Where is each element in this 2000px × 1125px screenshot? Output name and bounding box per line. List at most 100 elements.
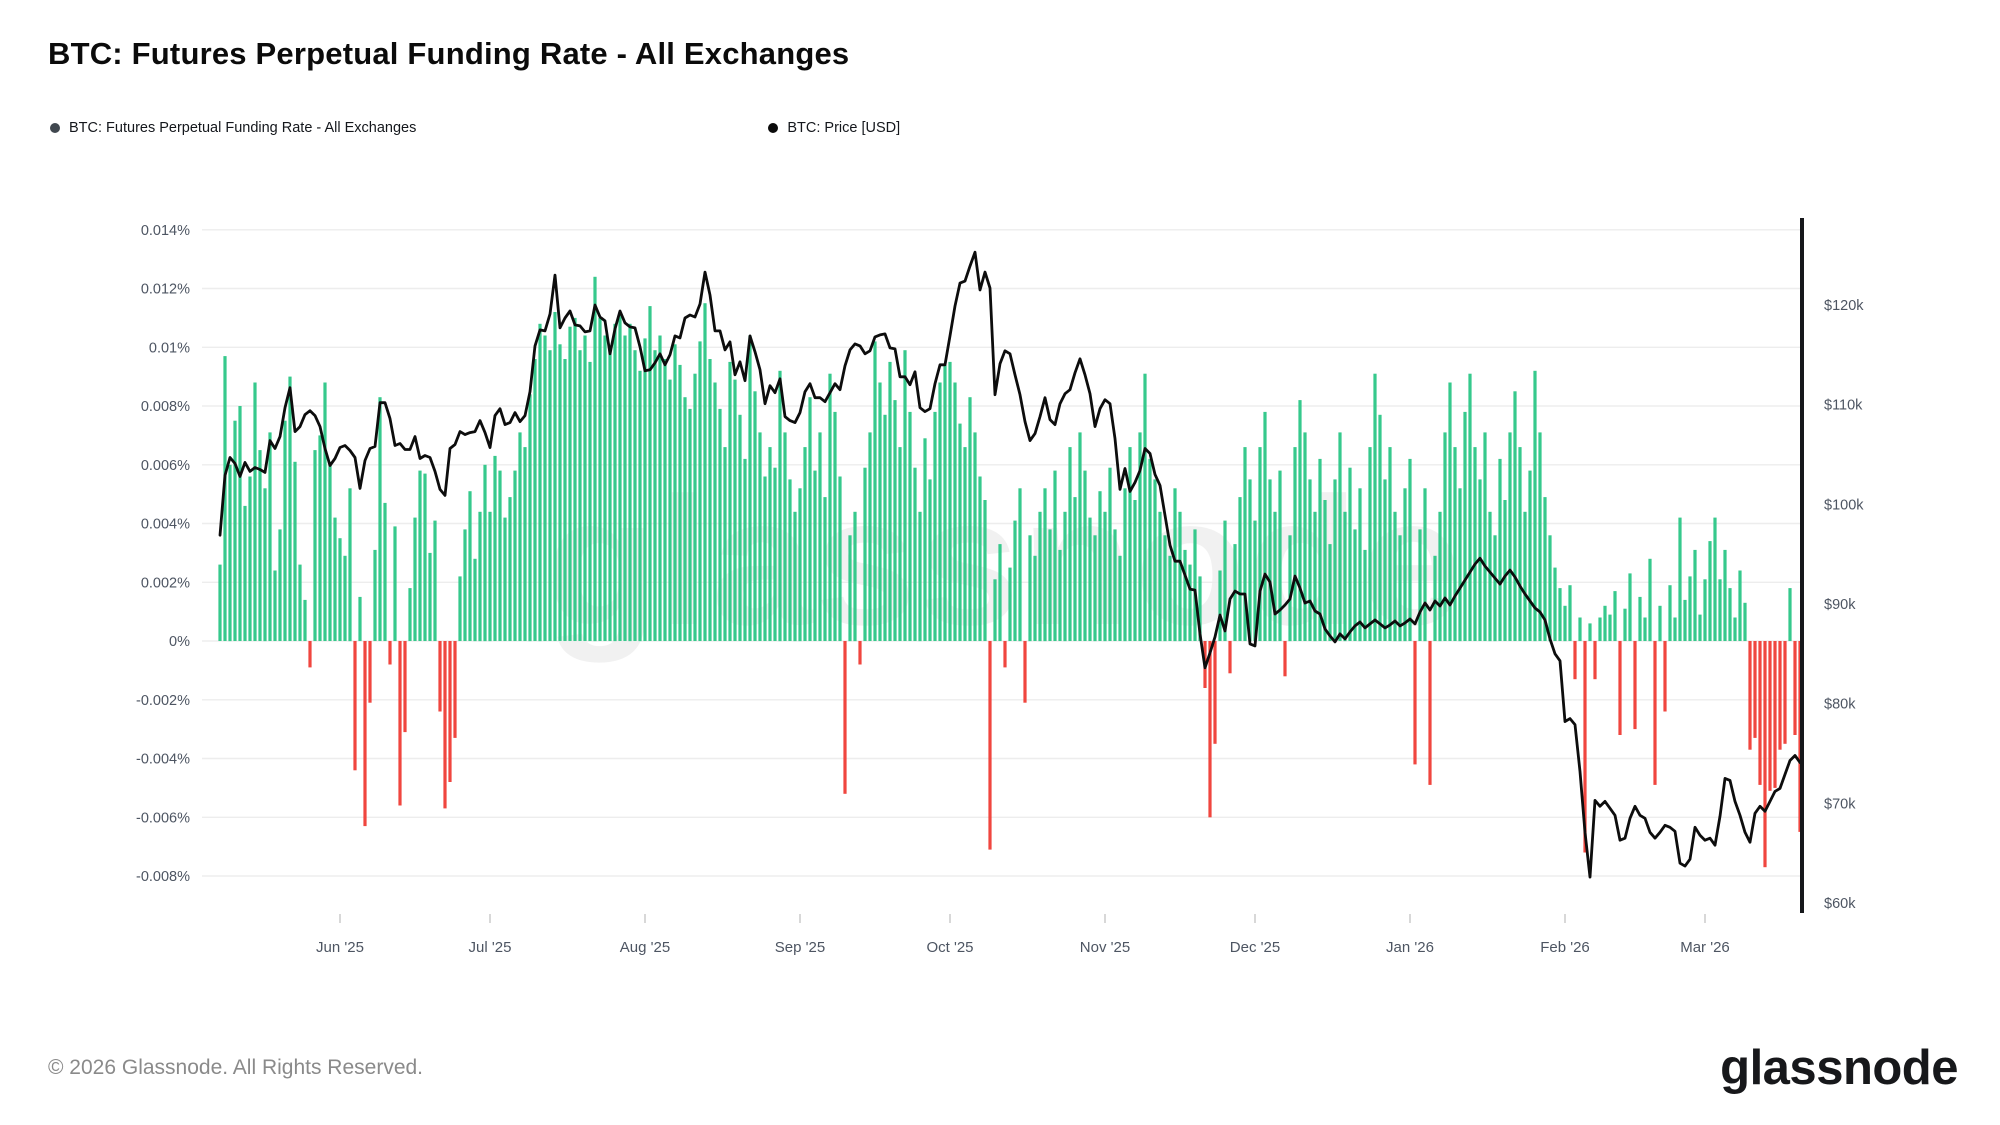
funding-rate-bar[interactable]: [1483, 432, 1487, 641]
funding-rate-bar[interactable]: [923, 438, 927, 641]
funding-rate-bar[interactable]: [1258, 447, 1262, 641]
funding-rate-bar[interactable]: [733, 379, 737, 641]
funding-rate-bar[interactable]: [1578, 617, 1582, 642]
funding-rate-bar[interactable]: [1393, 511, 1397, 642]
funding-rate-bar[interactable]: [533, 359, 537, 641]
funding-rate-bar[interactable]: [1183, 549, 1187, 641]
funding-rate-bar[interactable]: [1673, 617, 1677, 642]
funding-rate-bar[interactable]: [1188, 564, 1192, 641]
funding-rate-bar[interactable]: [1363, 549, 1367, 641]
funding-rate-bar[interactable]: [1708, 541, 1712, 641]
funding-rate-bar[interactable]: [948, 361, 952, 641]
funding-rate-bar[interactable]: [688, 408, 692, 641]
funding-rate-bar[interactable]: [648, 306, 652, 641]
funding-rate-bar[interactable]: [978, 476, 982, 642]
funding-rate-bar[interactable]: [1338, 432, 1342, 641]
funding-rate-bar[interactable]: [463, 529, 467, 641]
funding-rate-bar[interactable]: [683, 397, 687, 641]
funding-rate-bar[interactable]: [1098, 491, 1102, 641]
funding-rate-bar[interactable]: [913, 467, 917, 641]
funding-rate-bar[interactable]: [663, 359, 667, 641]
funding-rate-bar[interactable]: [1693, 549, 1697, 641]
funding-rate-bar[interactable]: [1493, 535, 1497, 642]
funding-rate-bar[interactable]: [323, 382, 327, 642]
funding-rate-bar[interactable]: [1168, 555, 1172, 641]
funding-rate-bar[interactable]: [768, 447, 772, 641]
funding-rate-bar[interactable]: [353, 641, 357, 771]
funding-rate-bar[interactable]: [853, 511, 857, 642]
funding-rate-bar[interactable]: [1488, 511, 1492, 642]
funding-rate-bar[interactable]: [1088, 517, 1092, 641]
funding-rate-bar[interactable]: [1628, 573, 1632, 641]
funding-rate-bar[interactable]: [1703, 579, 1707, 641]
funding-rate-bar[interactable]: [788, 479, 792, 641]
funding-rate-bar[interactable]: [468, 491, 472, 641]
funding-rate-bar[interactable]: [1423, 488, 1427, 642]
funding-rate-bar[interactable]: [1443, 432, 1447, 641]
funding-rate-bar[interactable]: [1733, 617, 1737, 642]
funding-rate-bar[interactable]: [1563, 605, 1567, 642]
funding-rate-bar[interactable]: [583, 335, 587, 642]
funding-rate-bar[interactable]: [518, 432, 522, 641]
funding-rate-bar[interactable]: [643, 338, 647, 641]
funding-rate-bar[interactable]: [718, 408, 722, 641]
funding-rate-bar[interactable]: [378, 397, 382, 641]
funding-rate-bar[interactable]: [303, 599, 307, 641]
funding-rate-bar[interactable]: [798, 488, 802, 642]
funding-rate-bar[interactable]: [478, 511, 482, 642]
funding-rate-bar[interactable]: [393, 526, 397, 641]
funding-rate-bar[interactable]: [1238, 497, 1242, 641]
funding-rate-bar[interactable]: [233, 420, 237, 641]
funding-rate-bar[interactable]: [603, 335, 607, 642]
funding-rate-bar[interactable]: [1463, 411, 1467, 641]
funding-rate-bar[interactable]: [793, 511, 797, 642]
funding-rate-bar[interactable]: [1323, 500, 1327, 641]
funding-rate-bar[interactable]: [1328, 544, 1332, 641]
funding-rate-bar[interactable]: [1123, 488, 1127, 642]
funding-rate-bar[interactable]: [638, 370, 642, 642]
funding-rate-bar[interactable]: [368, 641, 372, 703]
funding-rate-bar[interactable]: [1068, 447, 1072, 641]
funding-rate-bar[interactable]: [1333, 479, 1337, 641]
funding-rate-bar[interactable]: [1283, 641, 1287, 677]
funding-rate-bar[interactable]: [453, 641, 457, 738]
funding-rate-bar[interactable]: [428, 552, 432, 641]
funding-rate-bar[interactable]: [1028, 535, 1032, 642]
funding-rate-bar[interactable]: [488, 511, 492, 642]
funding-rate-bar[interactable]: [738, 414, 742, 641]
funding-rate-bar[interactable]: [1353, 529, 1357, 641]
funding-rate-bar[interactable]: [413, 517, 417, 641]
funding-rate-bar[interactable]: [1763, 641, 1767, 868]
funding-rate-bar[interactable]: [283, 420, 287, 641]
funding-rate-bar[interactable]: [1598, 617, 1602, 642]
funding-rate-bar[interactable]: [268, 432, 272, 641]
funding-rate-bar[interactable]: [1043, 488, 1047, 642]
funding-rate-bar[interactable]: [878, 382, 882, 642]
funding-rate-bar[interactable]: [1268, 479, 1272, 641]
funding-rate-bar[interactable]: [1113, 529, 1117, 641]
funding-rate-bar[interactable]: [318, 435, 322, 641]
funding-rate-bar[interactable]: [963, 447, 967, 641]
funding-rate-bar[interactable]: [783, 432, 787, 641]
funding-rate-bar[interactable]: [668, 379, 672, 641]
funding-rate-bar[interactable]: [1343, 511, 1347, 642]
funding-rate-bar[interactable]: [828, 373, 832, 641]
funding-rate-bar[interactable]: [598, 317, 602, 641]
funding-rate-bar[interactable]: [1163, 535, 1167, 642]
funding-rate-bar[interactable]: [1523, 511, 1527, 642]
funding-rate-bar[interactable]: [943, 364, 947, 641]
funding-rate-bar[interactable]: [998, 544, 1002, 641]
funding-rate-bar[interactable]: [1388, 447, 1392, 641]
funding-rate-bar[interactable]: [988, 641, 992, 850]
funding-rate-bar[interactable]: [1793, 641, 1797, 735]
funding-rate-bar[interactable]: [1073, 497, 1077, 641]
funding-rate-bar[interactable]: [1383, 479, 1387, 641]
funding-rate-bar[interactable]: [483, 464, 487, 642]
funding-rate-bar[interactable]: [993, 579, 997, 641]
funding-rate-bar[interactable]: [358, 596, 362, 641]
funding-rate-bar[interactable]: [1683, 599, 1687, 641]
funding-rate-bar[interactable]: [1548, 535, 1552, 642]
funding-rate-bar[interactable]: [308, 641, 312, 668]
funding-rate-bar[interactable]: [328, 461, 332, 641]
funding-rate-bar[interactable]: [1263, 411, 1267, 641]
